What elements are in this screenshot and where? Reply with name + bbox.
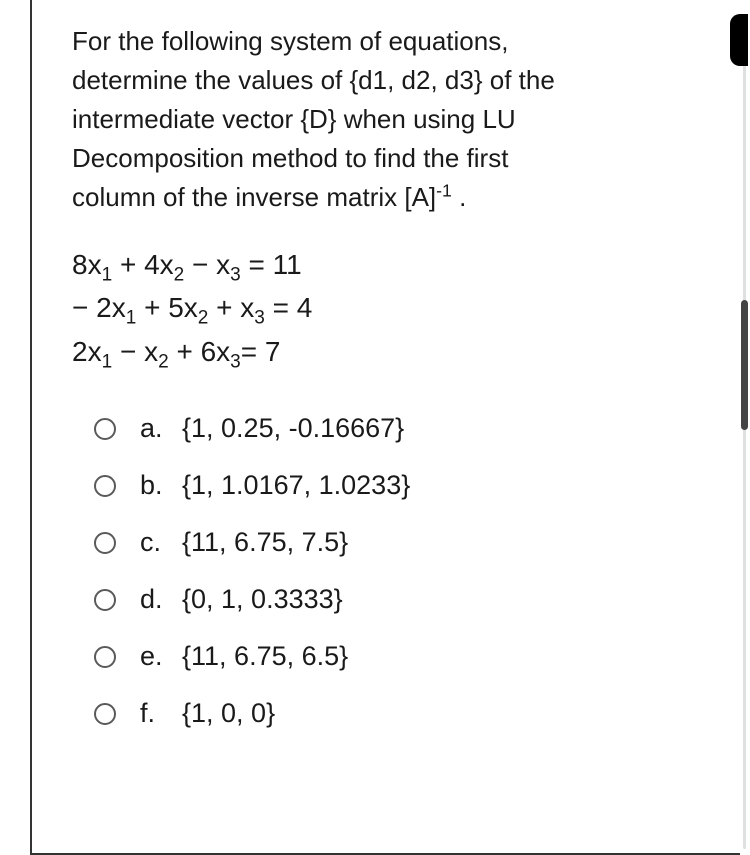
question-line: intermediate vector {D} when using LU [72,104,516,134]
radio-icon[interactable] [94,475,116,497]
options-list: a. {1, 0.25, -0.16667} b. {1, 1.0167, 1.… [72,413,700,729]
equation-2: − 2x1 + 5x2 + x3 = 4 [72,286,700,329]
question-line: determine the values of {d1, d2, d3} of … [72,65,555,95]
option-b[interactable]: b. {1, 1.0167, 1.0233} [94,470,700,501]
option-e[interactable]: e. {11, 6.75, 6.5} [94,641,700,672]
option-value: {11, 6.75, 7.5} [182,527,700,558]
equation-block: 8x1 + 4x2 − x3 = 11 − 2x1 + 5x2 + x3 = 4… [72,243,700,373]
question-prompt: For the following system of equations, d… [72,22,700,217]
equation-3: 2x1 − x2 + 6x3= 7 [72,330,700,373]
scrollbar-track [743,14,746,849]
question-line: column of the inverse matrix [A] [72,182,436,212]
scrollbar-thumb[interactable] [741,300,748,430]
option-letter: c. [140,527,182,558]
radio-icon[interactable] [94,589,116,611]
option-c[interactable]: c. {11, 6.75, 7.5} [94,527,700,558]
option-value: {11, 6.75, 6.5} [182,641,700,672]
question-line: For the following system of equations, [72,26,508,56]
equation-1: 8x1 + 4x2 − x3 = 11 [72,243,700,286]
option-letter: b. [140,470,182,501]
option-value: {0, 1, 0.3333} [182,584,700,615]
option-value: {1, 0.25, -0.16667} [182,413,700,444]
radio-icon[interactable] [94,703,116,725]
option-letter: f. [140,698,182,729]
question-period: . [452,182,466,212]
question-card: For the following system of equations, d… [30,0,740,855]
question-line: Decomposition method to find the first [72,143,508,173]
option-d[interactable]: d. {0, 1, 0.3333} [94,584,700,615]
radio-icon[interactable] [94,418,116,440]
radio-icon[interactable] [94,646,116,668]
option-letter: d. [140,584,182,615]
option-a[interactable]: a. {1, 0.25, -0.16667} [94,413,700,444]
option-value: {1, 0, 0} [182,698,700,729]
option-letter: e. [140,641,182,672]
radio-icon[interactable] [94,532,116,554]
inverse-exponent: -1 [436,180,452,200]
option-f[interactable]: f. {1, 0, 0} [94,698,700,729]
option-letter: a. [140,413,182,444]
option-value: {1, 1.0167, 1.0233} [182,470,700,501]
